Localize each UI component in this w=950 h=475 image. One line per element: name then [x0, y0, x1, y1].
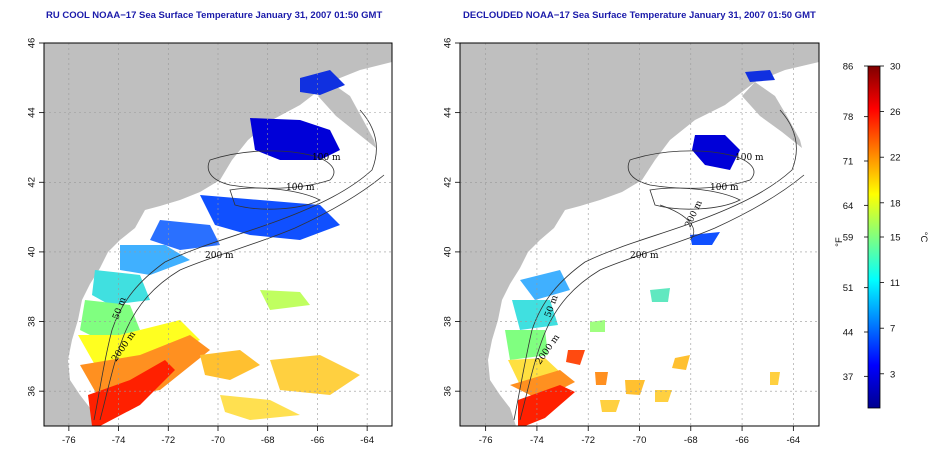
- y-tick-label: 42: [443, 177, 454, 188]
- y-tick-label: 46: [443, 38, 454, 49]
- y-tick-label: 46: [27, 38, 38, 49]
- colorbar-celsius-label: °C: [918, 232, 929, 243]
- x-tick-label: -68: [261, 435, 275, 446]
- colorbar-celsius-tick-label: 11: [890, 278, 900, 289]
- x-tick-label: -66: [311, 435, 325, 446]
- colorbar-celsius-tick-label: 3: [890, 369, 895, 380]
- y-tick-label: 36: [443, 386, 454, 397]
- nova-scotia: [742, 82, 802, 148]
- y-tick-label: 42: [27, 177, 38, 188]
- colorbar-fahrenheit-tick-label: 44: [843, 328, 854, 339]
- colorbar-fahrenheit-tick-label: 37: [843, 372, 854, 383]
- x-tick-label: -70: [633, 435, 647, 446]
- sst-field: [78, 70, 360, 426]
- contour-label: 100 m: [312, 153, 341, 163]
- colorbar-celsius-tick-label: 18: [890, 198, 901, 209]
- y-tick-label: 40: [27, 247, 38, 258]
- y-tick-label: 38: [27, 316, 38, 327]
- right-sst-map: 100 m 100 m 200 m 50 m 200 m 2000 m: [460, 43, 819, 426]
- right-axes: -76 -74 -72 -70 -68 -66 -64 36 38 40 42 44 46: [443, 38, 801, 446]
- contour-label: 200 m: [630, 251, 659, 261]
- bathymetry-contours: [93, 109, 385, 421]
- y-tick-label: 44: [27, 107, 38, 118]
- x-tick-label: -68: [684, 435, 698, 446]
- colorbar-celsius-tick-label: 30: [890, 62, 901, 73]
- colorbar-fahrenheit-tick-label: 51: [843, 283, 854, 294]
- x-tick-label: -74: [530, 435, 544, 446]
- colorbar-celsius-tick-label: 15: [890, 233, 901, 244]
- contour-label: 100 m: [710, 183, 739, 193]
- left-sst-map: 100 m 100 m 200 m 50 m 2000 m: [44, 43, 392, 426]
- left-axes: -76 -74 -72 -70 -68 -66 -64 36 38 40 42 44 46: [27, 38, 374, 446]
- colorbar-fahrenheit-label: °F: [834, 237, 845, 247]
- x-tick-label: -72: [581, 435, 595, 446]
- nova-scotia: [318, 82, 376, 148]
- x-tick-label: -64: [360, 435, 374, 446]
- colorbar-fahrenheit-tick-label: 64: [843, 201, 854, 212]
- x-tick-label: -74: [112, 435, 126, 446]
- x-tick-label: -64: [786, 435, 800, 446]
- y-tick-label: 36: [27, 386, 38, 397]
- colorbar-fahrenheit-tick-label: 59: [843, 233, 854, 244]
- colorbar-ticks: 30 26 22 18 15 11 7 3 86 78 71 64 59 51 44 37: [843, 62, 901, 383]
- colorbar-fahrenheit-tick-label: 78: [843, 112, 854, 123]
- contour-label: 100 m: [286, 183, 315, 193]
- x-tick-label: -66: [735, 435, 749, 446]
- left-chart-title: RU COOL NOAA−17 Sea Surface Temperature …: [46, 10, 383, 21]
- x-tick-label: -70: [211, 435, 225, 446]
- colorbar-celsius-tick-label: 26: [890, 107, 901, 118]
- land-mass: [460, 43, 819, 426]
- grid-lines: [44, 43, 392, 426]
- contour-label: 200 m: [205, 251, 234, 261]
- land-mass: [44, 43, 392, 426]
- x-tick-label: -76: [62, 435, 76, 446]
- grid-lines: [460, 43, 819, 426]
- y-tick-label: 38: [443, 316, 454, 327]
- colorbar: °F °C 30 26 22 18 15 11 7 3 86 78 71 64 59 51 44 37: [834, 62, 929, 409]
- colorbar-celsius-tick-label: 7: [890, 324, 895, 335]
- colorbar-fahrenheit-tick-label: 86: [843, 62, 854, 73]
- x-tick-label: -72: [161, 435, 175, 446]
- y-tick-label: 40: [443, 247, 454, 258]
- y-tick-label: 44: [443, 107, 454, 118]
- right-chart-title: DECLOUDED NOAA−17 Sea Surface Temperatur…: [463, 10, 816, 21]
- x-tick-label: -76: [479, 435, 493, 446]
- colorbar-celsius-tick-label: 22: [890, 153, 901, 164]
- colorbar-bar: [867, 65, 881, 409]
- colorbar-fahrenheit-tick-label: 71: [843, 157, 854, 168]
- contour-label: 100 m: [735, 153, 764, 163]
